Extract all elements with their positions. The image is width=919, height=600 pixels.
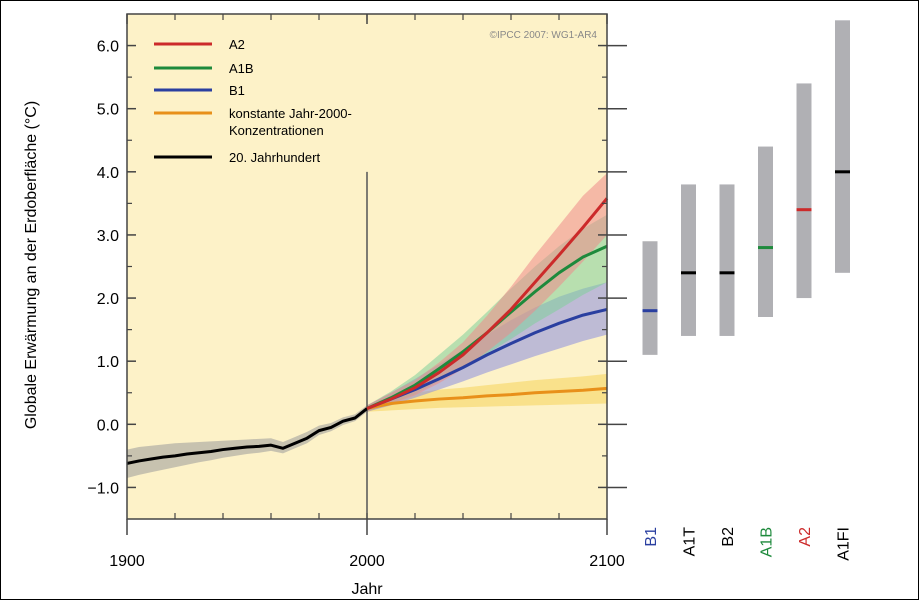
legend: A2 A1B B1 konstante Jahr-2000- Konzentra… — [154, 37, 352, 165]
range-label-b1: B1 — [643, 527, 660, 547]
y-tick-label: 0.0 — [97, 417, 119, 434]
x-tick-label: 1900 — [109, 553, 145, 570]
series-line-20-jahrhundert — [126, 407, 368, 465]
x-axis-title: Jahr — [351, 581, 383, 598]
y-tick-label: 1.0 — [97, 354, 119, 371]
x-axis: 1900 2000 2100 — [109, 14, 625, 570]
legend-label-constant-line2: Konzentrationen — [229, 123, 324, 138]
x-tick-label: 2100 — [589, 553, 625, 570]
legend-label-constant-line1: konstante Jahr-2000- — [229, 106, 352, 121]
y-axis: −1.0 0.0 1.0 2.0 3.0 4.0 5.0 6.0 — [87, 39, 627, 497]
band-konstante-jahr-2000-konzentrationen — [367, 373, 607, 412]
y-tick-label: 2.0 — [97, 291, 119, 308]
range-bar-b2 — [719, 184, 735, 336]
range-label-a1b: A1B — [759, 527, 776, 557]
legend-label-a1b: A1B — [229, 61, 254, 76]
range-bar-a2 — [796, 83, 812, 299]
likely-ranges-panel: B1 A1T B2 A1B A2 A1FI — [642, 20, 853, 561]
band-a2 — [367, 173, 607, 412]
copyright-credit: ©IPCC 2007: WG1-AR4 — [490, 30, 598, 41]
range-label-a1fi: A1FI — [836, 527, 853, 561]
range-label-a1t: A1T — [682, 527, 699, 557]
y-axis-title: Globale Erwärmung an der Erdoberfläche (… — [23, 101, 40, 429]
series-line-konstante-jahr-2000-konzentrationen — [366, 386, 608, 410]
band-20-jahrhundert — [127, 405, 367, 478]
y-tick-label: 5.0 — [97, 102, 119, 119]
range-bar-b1 — [642, 241, 658, 355]
range-label-b2: B2 — [720, 527, 737, 547]
x-tick-label: 2000 — [349, 553, 385, 570]
series-lines — [126, 197, 609, 465]
range-label-a2: A2 — [797, 527, 814, 547]
range-bar-a1t — [681, 184, 696, 336]
range-bar-a1fi — [835, 20, 850, 273]
y-tick-label: −1.0 — [87, 480, 119, 497]
legend-label-b1: B1 — [229, 83, 245, 98]
y-tick-label: 4.0 — [97, 165, 119, 182]
y-tick-label: 3.0 — [97, 228, 119, 245]
legend-label-a2: A2 — [229, 37, 245, 52]
y-tick-label: 6.0 — [97, 39, 119, 56]
range-bar-a1b — [758, 146, 773, 317]
legend-label-20th-century: 20. Jahrhundert — [229, 150, 320, 165]
series-line-a2 — [366, 197, 609, 410]
